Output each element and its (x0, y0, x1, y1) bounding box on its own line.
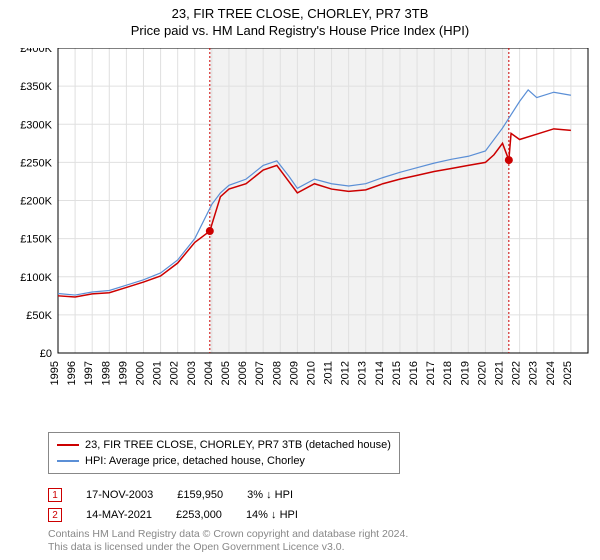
svg-text:£150K: £150K (20, 234, 52, 246)
svg-text:2013: 2013 (357, 361, 369, 385)
svg-text:2014: 2014 (374, 361, 386, 385)
svg-text:2001: 2001 (152, 361, 164, 385)
svg-text:2025: 2025 (562, 361, 574, 385)
legend-item: HPI: Average price, detached house, Chor… (57, 453, 391, 469)
svg-text:2022: 2022 (511, 361, 523, 385)
transaction-marker-box: 1 (48, 488, 62, 502)
svg-text:£350K: £350K (20, 81, 52, 93)
svg-text:1999: 1999 (117, 361, 129, 385)
page-title: 23, FIR TREE CLOSE, CHORLEY, PR7 3TB (0, 0, 600, 21)
svg-text:2017: 2017 (425, 361, 437, 385)
legend-swatch (57, 444, 79, 446)
svg-text:2010: 2010 (305, 361, 317, 385)
svg-text:2021: 2021 (494, 361, 506, 385)
transaction-date: 17-NOV-2003 (86, 489, 153, 501)
svg-text:1995: 1995 (49, 361, 61, 385)
svg-text:2015: 2015 (391, 361, 403, 385)
transaction-price: £253,000 (176, 509, 222, 521)
svg-text:2007: 2007 (254, 361, 266, 385)
svg-text:£300K: £300K (20, 119, 52, 131)
svg-text:2020: 2020 (476, 361, 488, 385)
transaction-price: £159,950 (177, 489, 223, 501)
svg-text:2019: 2019 (459, 361, 471, 385)
svg-text:2012: 2012 (340, 361, 352, 385)
svg-text:2018: 2018 (442, 361, 454, 385)
svg-text:2006: 2006 (237, 361, 249, 385)
transaction-date: 14-MAY-2021 (86, 509, 152, 521)
svg-text:2024: 2024 (545, 361, 557, 385)
svg-text:£0: £0 (40, 348, 52, 360)
svg-text:2011: 2011 (323, 361, 335, 385)
legend-item: 23, FIR TREE CLOSE, CHORLEY, PR7 3TB (de… (57, 437, 391, 453)
attribution: Contains HM Land Registry data © Crown c… (48, 528, 408, 554)
svg-text:£400K: £400K (20, 48, 52, 55)
svg-text:£100K: £100K (20, 272, 52, 284)
svg-text:2023: 2023 (528, 361, 540, 385)
legend-swatch (57, 460, 79, 462)
transaction-row: 2 14-MAY-2021 £253,000 14% ↓ HPI (48, 508, 298, 522)
legend: 23, FIR TREE CLOSE, CHORLEY, PR7 3TB (de… (48, 432, 400, 474)
svg-text:1998: 1998 (100, 361, 112, 385)
svg-text:2000: 2000 (134, 361, 146, 385)
page-subtitle: Price paid vs. HM Land Registry's House … (0, 21, 600, 38)
transaction-delta: 3% ↓ HPI (247, 489, 293, 501)
legend-label: HPI: Average price, detached house, Chor… (85, 453, 305, 469)
svg-text:2016: 2016 (408, 361, 420, 385)
svg-text:2005: 2005 (220, 361, 232, 385)
transaction-delta: 14% ↓ HPI (246, 509, 298, 521)
svg-text:2004: 2004 (203, 361, 215, 385)
svg-text:2003: 2003 (186, 361, 198, 385)
svg-text:£250K: £250K (20, 157, 52, 169)
svg-text:1997: 1997 (83, 361, 95, 385)
svg-text:£200K: £200K (20, 196, 52, 208)
legend-label: 23, FIR TREE CLOSE, CHORLEY, PR7 3TB (de… (85, 437, 391, 453)
svg-text:2009: 2009 (288, 361, 300, 385)
svg-text:£50K: £50K (26, 310, 52, 322)
transaction-row: 1 17-NOV-2003 £159,950 3% ↓ HPI (48, 488, 293, 502)
svg-text:2002: 2002 (169, 361, 181, 385)
svg-text:2008: 2008 (271, 361, 283, 385)
svg-text:1996: 1996 (66, 361, 78, 385)
price-chart: £0 £50K £100K £150K £200K £250K £300K £350K £400… (8, 48, 592, 408)
chart-svg: £0 £50K £100K £150K £200K £250K £300K £350K £400… (8, 48, 592, 408)
transaction-marker-box: 2 (48, 508, 62, 522)
